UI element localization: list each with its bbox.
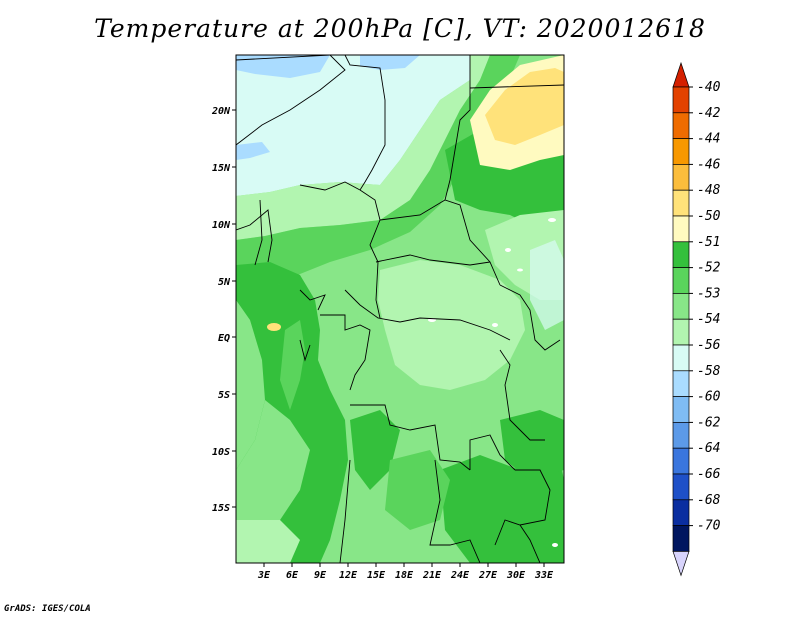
legend-label: -70	[697, 519, 721, 534]
legend-arrow-bottom	[672, 551, 690, 577]
lat-label: 15N	[212, 163, 231, 174]
legend-label: -48	[697, 183, 721, 198]
legend-swatch	[672, 525, 690, 552]
lon-label: 18E	[395, 570, 414, 581]
chart-title: Temperature at 200hPa [C], VT: 202001261…	[94, 14, 706, 43]
lat-label: 10S	[212, 447, 230, 458]
legend-swatch	[672, 473, 690, 501]
color-legend: -40 -42 -44 -46 -48 -50 -51 -52 -53 -54 -56 -58 -60 -…	[672, 61, 721, 577]
legend-swatch	[672, 370, 690, 397]
legend-swatch	[672, 215, 690, 243]
legend-swatch	[672, 138, 690, 165]
temperature-field	[236, 55, 564, 563]
legend-label: -64	[697, 441, 720, 456]
legend-swatch	[672, 318, 690, 346]
legend-swatch	[672, 86, 690, 114]
lon-label: 3E	[257, 570, 271, 581]
legend-label: -51	[697, 235, 720, 250]
lat-label: 5N	[218, 277, 231, 288]
legend-label: -40	[697, 80, 721, 95]
legend-swatch	[672, 164, 690, 191]
legend-label: -58	[697, 364, 721, 379]
axis-ticks	[232, 109, 545, 567]
lat-label: 10N	[212, 220, 231, 231]
legend-swatch	[672, 241, 690, 268]
legend-swatch	[672, 267, 690, 294]
lon-label: 9E	[314, 570, 327, 581]
legend-swatch	[672, 447, 690, 475]
legend-swatch	[672, 396, 690, 423]
map-frame	[235, 54, 565, 564]
legend-label: -53	[697, 286, 720, 301]
lon-label: 24E	[450, 570, 470, 581]
legend-label: -52	[697, 261, 721, 276]
legend-label: -60	[697, 390, 721, 405]
legend-swatch	[672, 293, 690, 320]
country-borders	[236, 55, 564, 563]
legend-label: -44	[697, 132, 720, 147]
legend-label: -66	[697, 467, 721, 482]
footer-credit: GrADS: IGES/COLA	[4, 604, 91, 614]
lat-label: EQ	[218, 333, 230, 344]
lon-label: 6E	[286, 570, 299, 581]
lon-label: 21E	[422, 570, 442, 581]
legend-swatch	[672, 112, 690, 139]
legend-label: -50	[697, 209, 721, 224]
lon-label: 27E	[478, 570, 498, 581]
lat-label: 20N	[211, 106, 231, 117]
lon-label: 30E	[506, 570, 526, 581]
legend-swatch	[672, 189, 690, 217]
lon-label: 12E	[339, 570, 358, 581]
legend-swatch	[672, 422, 690, 449]
legend-swatch	[672, 344, 690, 372]
legend-label: -56	[697, 338, 721, 353]
lon-label: 15E	[367, 570, 386, 581]
legend-swatch	[672, 499, 690, 526]
legend-label: -68	[697, 493, 721, 508]
legend-label: -46	[697, 157, 721, 172]
legend-label: -42	[697, 106, 721, 121]
lat-label: 15S	[212, 503, 230, 514]
lat-label: 5S	[218, 390, 230, 401]
legend-label: -62	[697, 415, 721, 430]
legend-arrow-top	[672, 61, 690, 88]
legend-label: -54	[697, 312, 720, 327]
lon-label: 33E	[534, 570, 554, 581]
